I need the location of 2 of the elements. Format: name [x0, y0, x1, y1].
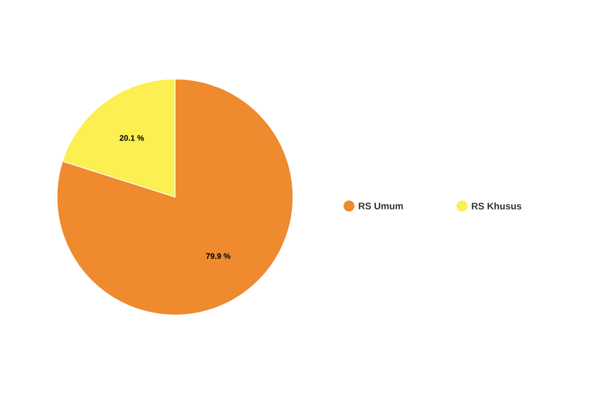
legend-label: RS Umum: [358, 202, 403, 210]
legend-label: RS Khusus: [472, 202, 522, 210]
